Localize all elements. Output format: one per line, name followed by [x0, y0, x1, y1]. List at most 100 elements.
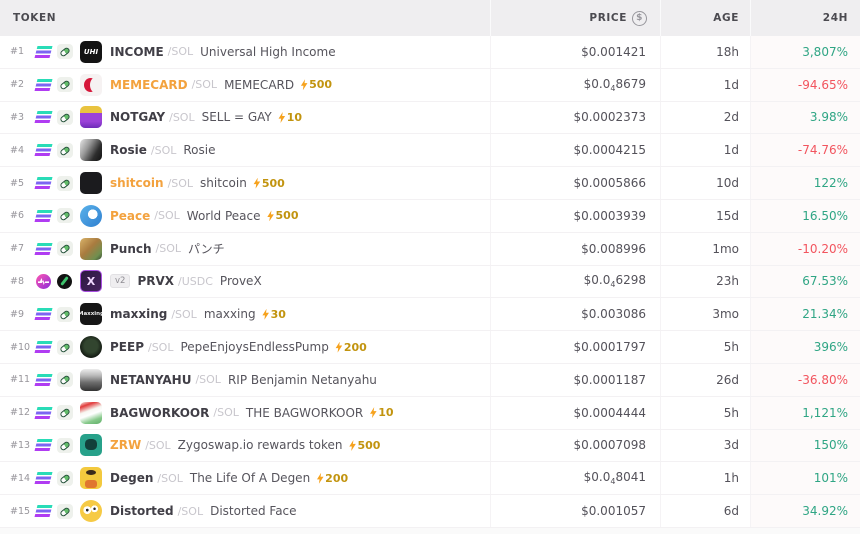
price-value: $0.0001187	[573, 373, 646, 387]
price-prefix: $0.0	[583, 273, 611, 288]
token-cell: #2 MEMECARD /SOL MEMECARD 500	[0, 69, 490, 101]
price-cell: $0.046298	[490, 265, 660, 298]
solana-icon	[34, 505, 53, 518]
table-row[interactable]: #8 X v2 PRVX /USDC ProveX $0.046298 23h …	[0, 265, 860, 299]
token-symbol: maxxing	[110, 307, 168, 322]
table-row[interactable]: #1 UHI INCOME /SOL Universal High Income…	[0, 36, 860, 69]
column-header-price[interactable]: PRICE	[490, 0, 660, 36]
table-row[interactable]: #3 NOTGAY /SOL SELL = GAY 10 $0.0002373 …	[0, 101, 860, 135]
pump-icon	[57, 109, 73, 125]
token-icon: Maxxing	[80, 303, 102, 326]
price-prefix: $0.001057	[581, 504, 646, 519]
boost-badge[interactable]: 500	[348, 439, 380, 452]
token-name: Rosie	[183, 143, 216, 158]
age-value: 1h	[723, 471, 739, 486]
token-icon	[80, 368, 102, 391]
token-cell: #13 ZRW /SOL Zygoswap.io rewards token 5…	[0, 430, 490, 462]
boost-badge[interactable]: 200	[335, 341, 367, 354]
token-cell: #3 NOTGAY /SOL SELL = GAY 10	[0, 102, 490, 134]
boost-value: 200	[343, 340, 367, 354]
chain-icons	[34, 372, 76, 388]
price-value: $0.0001797	[573, 340, 646, 354]
price-value: $0.003086	[581, 307, 646, 321]
token-symbol: Degen	[110, 471, 154, 486]
table-row[interactable]: #14 Degen /SOL The Life Of A Degen 200 $…	[0, 462, 860, 496]
token-cell: #9 Maxxing maxxing /SOL maxxing 30	[0, 298, 490, 330]
column-header-token[interactable]: TOKEN	[0, 0, 490, 36]
boost-value: 500	[309, 78, 333, 92]
dollar-circle-icon[interactable]	[632, 10, 647, 26]
price-value: $0.0007098	[573, 438, 646, 452]
lightning-icon	[349, 439, 356, 451]
quote-token: /SOL	[157, 471, 183, 485]
table-row[interactable]: #11 NETANYAHU /SOL RIP Benjamin Netanyah…	[0, 363, 860, 397]
pump-icon	[57, 470, 73, 486]
change-value: 3.98%	[809, 110, 848, 125]
table-row[interactable]: #15 Distorted /SOL Distorted Face $0.001…	[0, 495, 860, 528]
pump-icon	[57, 208, 73, 224]
price-prefix: $0.0	[583, 470, 611, 485]
pump-icon	[57, 44, 73, 60]
boost-value: 10	[286, 110, 303, 124]
boost-badge[interactable]: 200	[316, 472, 348, 485]
boost-badge[interactable]: 500	[300, 78, 332, 91]
token-cell: #4 Rosie /SOL Rosie	[0, 134, 490, 166]
token-symbol: NETANYAHU	[110, 372, 192, 387]
rank-label: #5	[10, 177, 25, 189]
chain-icons	[36, 273, 76, 289]
boost-value: 10	[378, 406, 394, 420]
change-cell: -94.65%	[750, 68, 860, 101]
lightning-icon	[267, 210, 274, 222]
price-value: $0.0004215	[573, 143, 646, 157]
table-row[interactable]: #12 BAGWORKOOR /SOL THE BAGWORKOOR 10 $0…	[0, 396, 860, 430]
price-cell: $0.0005866	[490, 167, 660, 199]
table-row[interactable]: #9 Maxxing maxxing /SOL maxxing 30 $0.00…	[0, 298, 860, 332]
price-cell: $0.008996	[490, 232, 660, 265]
token-symbol: Distorted	[110, 504, 174, 519]
column-header-24h[interactable]: 24H	[750, 0, 860, 36]
age-value: 3d	[723, 438, 739, 453]
token-name: MEMECARD	[224, 77, 295, 92]
age-value: 5h	[723, 340, 739, 355]
token-icon: UHI	[80, 40, 102, 63]
token-name: パンチ	[188, 242, 225, 257]
boost-badge[interactable]: 500	[267, 209, 298, 222]
price-prefix: $0.0	[583, 76, 611, 91]
table-row[interactable]: #4 Rosie /SOL Rosie $0.0004215 1d -74.76…	[0, 134, 860, 168]
boost-badge[interactable]: 500	[253, 177, 285, 190]
age-cell: 2d	[660, 101, 750, 134]
age-cell: 5h	[660, 331, 750, 363]
price-prefix: $0.008996	[581, 241, 646, 256]
table-row[interactable]: #7 Punch /SOL パンチ $0.008996 1mo -10.20%	[0, 232, 860, 266]
table-row[interactable]: #10 PEEP /SOL PepeEnjoysEndlessPump 200 …	[0, 331, 860, 364]
lightning-icon	[253, 177, 261, 189]
token-name: ProveX	[219, 274, 262, 289]
pump-icon	[57, 503, 73, 519]
solana-icon	[34, 78, 53, 91]
column-header-age[interactable]: AGE	[660, 0, 750, 36]
token-name: PepeEnjoysEndlessPump	[180, 340, 329, 355]
pulse-icon	[36, 273, 51, 289]
table-row[interactable]: #5 shitcoin /SOL shitcoin 500 $0.0005866…	[0, 167, 860, 200]
table-row[interactable]: #13 ZRW /SOL Zygoswap.io rewards token 5…	[0, 429, 860, 463]
change-value: 396%	[813, 340, 848, 355]
boost-badge[interactable]: 10	[278, 111, 302, 124]
boost-badge[interactable]: 10	[369, 406, 394, 420]
table-row[interactable]: #6 Peace /SOL World Peace 500 $0.0003939…	[0, 199, 860, 233]
table-row[interactable]: #2 MEMECARD /SOL MEMECARD 500 $0.048679 …	[0, 68, 860, 102]
change-value: 1,121%	[802, 405, 848, 420]
chain-icons	[34, 44, 76, 60]
change-cell: 122%	[750, 167, 860, 199]
age-cell: 15d	[660, 199, 750, 232]
boost-badge[interactable]: 30	[262, 308, 286, 321]
price-cell: $0.0004215	[490, 134, 660, 167]
rank-label: #8	[10, 275, 25, 287]
change-cell: 1,121%	[750, 396, 860, 429]
price-prefix: $0.003086	[581, 307, 646, 322]
solana-icon	[34, 111, 53, 124]
price-prefix: $0.0001187	[573, 372, 646, 387]
token-icon	[80, 73, 102, 96]
lightning-icon	[335, 341, 343, 353]
token-icon	[80, 467, 102, 490]
rank-label: #10	[10, 341, 31, 353]
